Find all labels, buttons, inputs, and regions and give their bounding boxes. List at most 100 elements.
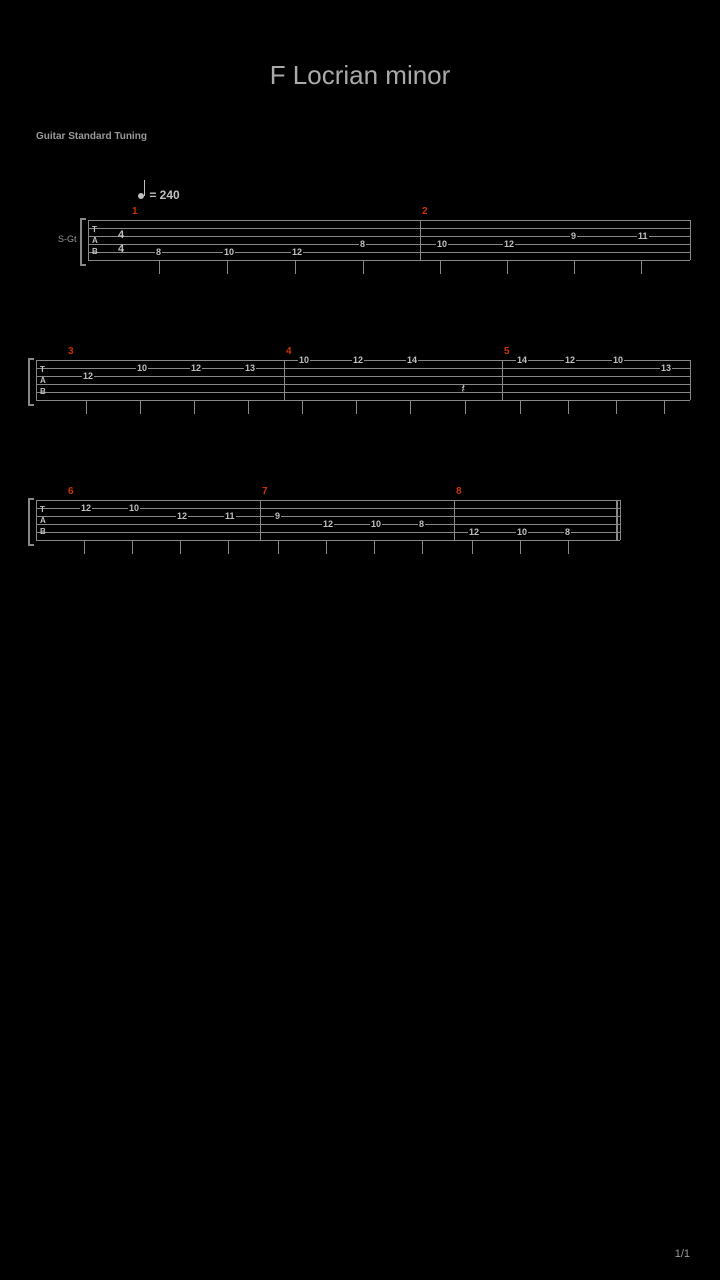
note-stem: [568, 540, 569, 554]
fret-number: 12: [322, 520, 334, 528]
bar-line: [502, 360, 503, 400]
tab-letter: T: [40, 366, 45, 373]
note-stem: [180, 540, 181, 554]
fret-number: 12: [291, 248, 303, 256]
note-stem: [422, 540, 423, 554]
staff-line: [36, 500, 620, 501]
note-stem: [507, 260, 508, 274]
bar-line: [690, 220, 691, 260]
staff-line: [88, 220, 690, 221]
fret-number: 8: [418, 520, 425, 528]
fret-number: 10: [436, 240, 448, 248]
note-stem: [568, 400, 569, 414]
tab-letter: B: [40, 388, 46, 395]
note-stem: [227, 260, 228, 274]
staff-bracket: [28, 358, 34, 406]
note-stem: [574, 260, 575, 274]
fret-number: 8: [155, 248, 162, 256]
note-stem: [278, 540, 279, 554]
page-title: F Locrian minor: [0, 0, 720, 91]
bar-line: [690, 360, 691, 400]
tab-letter: A: [92, 237, 98, 244]
fret-number: 14: [406, 356, 418, 364]
fret-number: 13: [660, 364, 672, 372]
staff-line: [36, 540, 620, 541]
note-stem: [140, 400, 141, 414]
staff-line: [88, 244, 690, 245]
note-stem: [520, 400, 521, 414]
fret-number: 12: [564, 356, 576, 364]
fret-number: 8: [359, 240, 366, 248]
fret-number: 10: [136, 364, 148, 372]
staff-line: [88, 260, 690, 261]
staff-line: [36, 376, 690, 377]
time-signature-bottom: 4: [118, 244, 124, 254]
note-stem: [664, 400, 665, 414]
bar-number: 7: [262, 486, 268, 497]
bar-number: 5: [504, 346, 510, 357]
note-stem: [326, 540, 327, 554]
bar-line: [88, 220, 89, 260]
note-stem: [84, 540, 85, 554]
fret-number: 11: [637, 232, 649, 240]
track-label: S-Gt: [58, 234, 77, 244]
note-stem: [302, 400, 303, 414]
bar-line: [284, 360, 285, 400]
fret-number: 10: [223, 248, 235, 256]
bar-line: [620, 500, 621, 540]
bar-number: 6: [68, 486, 74, 497]
note-stem: [472, 540, 473, 554]
staff-line: [36, 508, 620, 509]
fret-number: 12: [503, 240, 515, 248]
fret-number: 12: [82, 372, 94, 380]
bar-number: 3: [68, 346, 74, 357]
staff-line: [36, 384, 690, 385]
bar-line: [36, 360, 37, 400]
note-stem: [374, 540, 375, 554]
note-stem: [616, 400, 617, 414]
tab-letter: A: [40, 377, 46, 384]
note-stem: [641, 260, 642, 274]
fret-number: 10: [516, 528, 528, 536]
tab-letter: B: [92, 248, 98, 255]
fret-number: 10: [298, 356, 310, 364]
note-stem: [86, 400, 87, 414]
fret-number: 10: [370, 520, 382, 528]
note-stem: [228, 540, 229, 554]
staff-line: [36, 368, 690, 369]
staff-line: [88, 236, 690, 237]
note-stem: [194, 400, 195, 414]
fret-number: 12: [352, 356, 364, 364]
fret-number: 12: [190, 364, 202, 372]
note-stem: [363, 260, 364, 274]
fret-number: 10: [612, 356, 624, 364]
fret-number: 12: [80, 504, 92, 512]
tab-letter: B: [40, 528, 46, 535]
note-stem: [132, 540, 133, 554]
fret-number: 14: [516, 356, 528, 364]
fret-number: 9: [570, 232, 577, 240]
staff-line: [88, 252, 690, 253]
fret-number: 12: [176, 512, 188, 520]
staff-line: [36, 532, 620, 533]
bar-number: 1: [132, 206, 138, 217]
bar-number: 4: [286, 346, 292, 357]
end-bar-line: [616, 500, 618, 540]
bar-number: 2: [422, 206, 428, 217]
bar-line: [36, 500, 37, 540]
tuning-subtitle: Guitar Standard Tuning: [36, 131, 720, 142]
note-stem: [520, 540, 521, 554]
note-stem: [410, 400, 411, 414]
staff-line: [88, 228, 690, 229]
fret-number: 8: [564, 528, 571, 536]
staff-line: [36, 400, 690, 401]
note-stem: [159, 260, 160, 274]
fret-number: 9: [274, 512, 281, 520]
tab-letter: T: [40, 506, 45, 513]
fret-number: 10: [128, 504, 140, 512]
rest-symbol: 𝄽: [461, 380, 465, 397]
staff-bracket: [80, 218, 86, 266]
bar-line: [260, 500, 261, 540]
staff-line: [36, 392, 690, 393]
note-stem: [295, 260, 296, 274]
